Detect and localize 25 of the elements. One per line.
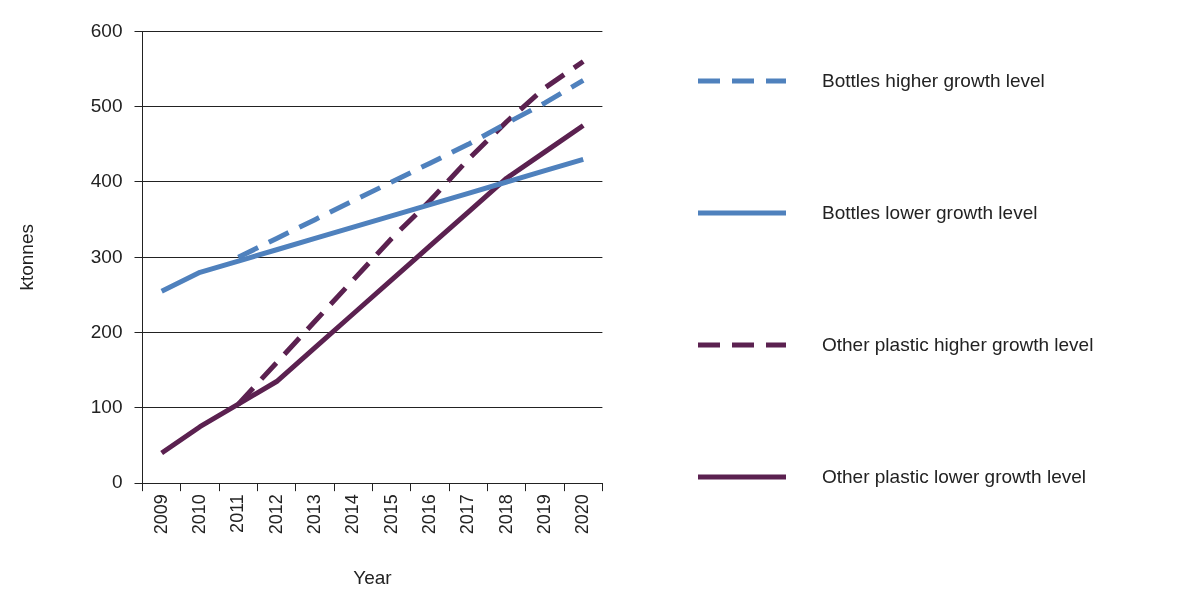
x-tick-label: 2020 <box>572 494 593 535</box>
x-tick-label: 2019 <box>533 494 554 535</box>
x-tick-label: 2013 <box>303 494 324 535</box>
x-tick-label: 2017 <box>457 494 478 535</box>
y-tick-label: 400 <box>90 170 123 192</box>
x-tick-label: 2016 <box>418 494 439 535</box>
x-axis-title: Year <box>353 566 393 588</box>
legend-label: Bottles higher growth level <box>822 70 1045 92</box>
y-tick-label: 300 <box>90 245 123 267</box>
legend-label: Bottles lower growth level <box>822 202 1038 224</box>
x-tick-label: 2010 <box>188 494 209 535</box>
legend-label: Other plastic higher growth level <box>822 334 1094 356</box>
x-tick-label: 2011 <box>227 494 248 533</box>
y-axis-title: ktonnes <box>15 224 37 291</box>
y-tick-label: 0 <box>111 471 123 493</box>
y-tick-label: 600 <box>90 19 123 41</box>
y-tick-label: 500 <box>90 94 123 116</box>
y-tick-label: 100 <box>90 396 123 418</box>
x-tick-label: 2014 <box>342 494 363 535</box>
x-tick-label: 2009 <box>150 494 171 535</box>
x-tick-label: 2018 <box>495 494 516 535</box>
x-tick-label: 2012 <box>265 494 286 535</box>
x-tick-label: 2015 <box>380 494 401 535</box>
y-tick-label: 200 <box>90 320 123 342</box>
legend-label: Other plastic lower growth level <box>822 466 1086 488</box>
